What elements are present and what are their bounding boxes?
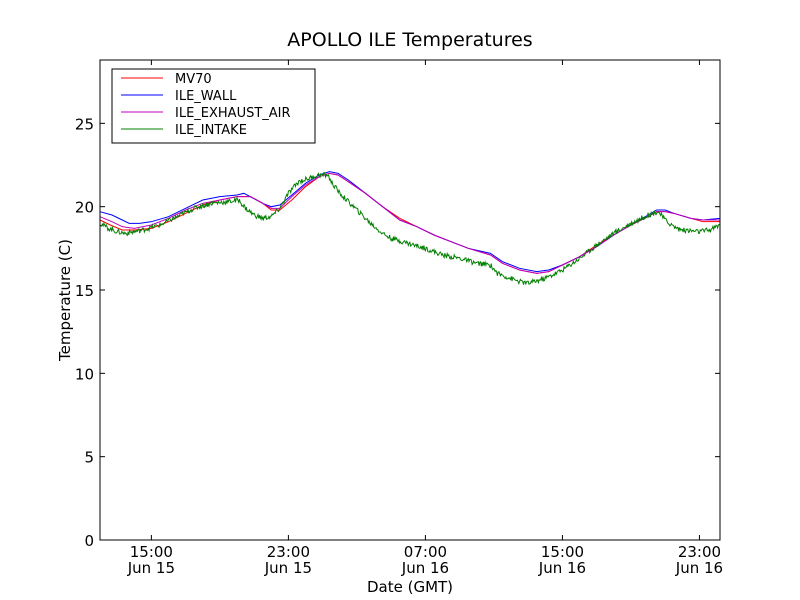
legend-label-mv70: MV70 <box>175 72 212 87</box>
x-tick-label-time: 15:00 <box>541 543 584 561</box>
x-tick-label-date: Jun 16 <box>538 559 586 577</box>
legend: MV70 ILE_WALL ILE_EXHAUST_AIR ILE_INTAKE <box>111 68 316 144</box>
legend-label-ile-intake: ILE_INTAKE <box>175 123 247 138</box>
y-tick-label: 10 <box>75 365 94 383</box>
x-tick-label-time: 23:00 <box>267 543 310 561</box>
y-axis-label: Temperature (C) <box>56 239 74 362</box>
series-line-ile-intake <box>99 172 721 286</box>
y-tick-label: 0 <box>84 532 94 550</box>
legend-label-ile-wall: ILE_WALL <box>175 89 237 104</box>
legend-frame <box>111 68 316 144</box>
x-tick-label-date: Jun 15 <box>127 559 175 577</box>
x-tick-label-date: Jun 16 <box>401 559 449 577</box>
legend-label-ile-exhaust-air: ILE_EXHAUST_AIR <box>175 106 291 121</box>
y-tick-label: 25 <box>75 115 94 133</box>
series-layer <box>99 171 721 286</box>
x-tick-label-time: 07:00 <box>404 543 447 561</box>
y-tick-label: 20 <box>75 199 94 217</box>
y-tick-label: 15 <box>75 282 94 300</box>
x-tick-label-time: 15:00 <box>130 543 173 561</box>
x-axis-label: Date (GMT) <box>367 578 453 596</box>
x-tick-label-date: Jun 15 <box>264 559 312 577</box>
y-tick-label: 5 <box>84 449 94 467</box>
x-tick-label-time: 23:00 <box>678 543 721 561</box>
chart-title: APOLLO ILE Temperatures <box>287 29 532 51</box>
x-tick-label-date: Jun 16 <box>675 559 723 577</box>
axes-frame <box>99 59 721 541</box>
